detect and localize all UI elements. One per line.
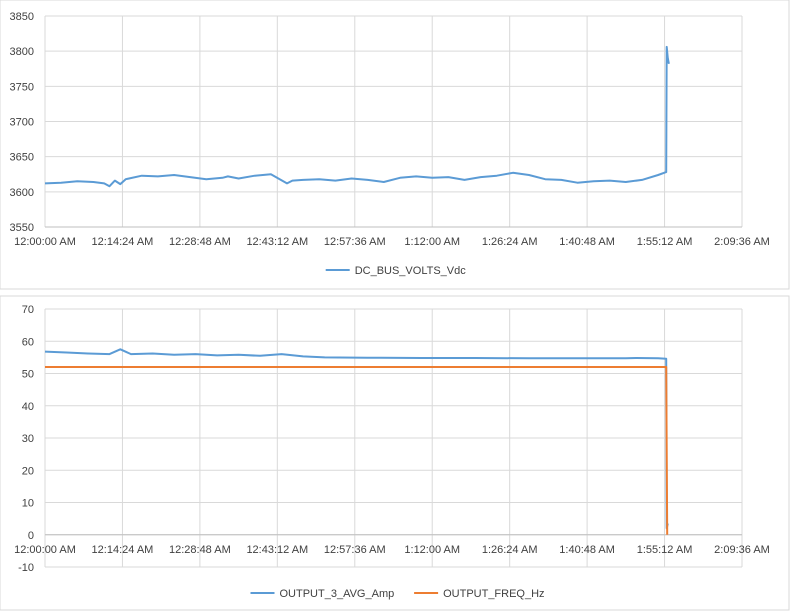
y-tick-label: 10 — [22, 498, 34, 510]
y-tick-label: 70 — [22, 304, 34, 316]
legend-label: DC_BUS_VOLTS_Vdc — [355, 265, 467, 277]
x-tick-label: 1:26:24 AM — [482, 236, 538, 248]
y-tick-label: 3800 — [10, 46, 34, 58]
legend-label: OUTPUT_3_AVG_Amp — [280, 588, 395, 600]
y-tick-label: 3750 — [10, 81, 34, 93]
y-tick-label: 3700 — [10, 117, 34, 129]
x-tick-label: 1:40:48 AM — [559, 544, 615, 556]
y-tick-label: 3600 — [10, 187, 34, 199]
legend-label: OUTPUT_FREQ_Hz — [443, 588, 544, 600]
x-tick-label: 12:57:36 AM — [324, 544, 386, 556]
x-tick-label: 1:26:24 AM — [482, 544, 538, 556]
x-tick-label: 1:55:12 AM — [637, 544, 693, 556]
x-tick-label: 1:12:00 AM — [404, 236, 460, 248]
series-line-output-3-avg-amp — [44, 348, 669, 530]
x-tick-label: 12:28:48 AM — [169, 544, 231, 556]
x-tick-label: 2:09:36 AM — [714, 544, 770, 556]
y-tick-label: 3850 — [10, 11, 34, 23]
chart-area-frame-1 — [0, 0, 790, 290]
y-tick-label: 50 — [22, 369, 34, 381]
y-tick-label: 3550 — [10, 222, 34, 234]
x-tick-label: 2:09:36 AM — [714, 236, 770, 248]
series-line-output-freq-hz — [45, 366, 669, 535]
y-tick-label: 20 — [22, 465, 34, 477]
y-tick-label: 3650 — [10, 152, 34, 164]
x-tick-label: 1:40:48 AM — [559, 236, 615, 248]
chart-area-frame-2 — [0, 295, 790, 611]
y-tick-label: 40 — [22, 401, 34, 413]
x-tick-label: 1:12:00 AM — [404, 544, 460, 556]
series-line-dc-bus-volts-vdc — [44, 45, 670, 188]
x-tick-label: 12:14:24 AM — [92, 544, 154, 556]
x-tick-label: 12:00:00 AM — [14, 236, 76, 248]
y-tick-label: 30 — [22, 433, 34, 445]
x-tick-label: 12:00:00 AM — [14, 544, 76, 556]
y-tick-label: 60 — [22, 336, 34, 348]
x-tick-label: 12:57:36 AM — [324, 236, 386, 248]
x-tick-label: 12:43:12 AM — [246, 544, 308, 556]
x-tick-label: 1:55:12 AM — [637, 236, 693, 248]
x-tick-label: 12:14:24 AM — [92, 236, 154, 248]
x-tick-label: 12:28:48 AM — [169, 236, 231, 248]
y-tick-label: -10 — [18, 562, 34, 574]
y-tick-label: 0 — [28, 530, 34, 542]
x-tick-label: 12:43:12 AM — [246, 236, 308, 248]
